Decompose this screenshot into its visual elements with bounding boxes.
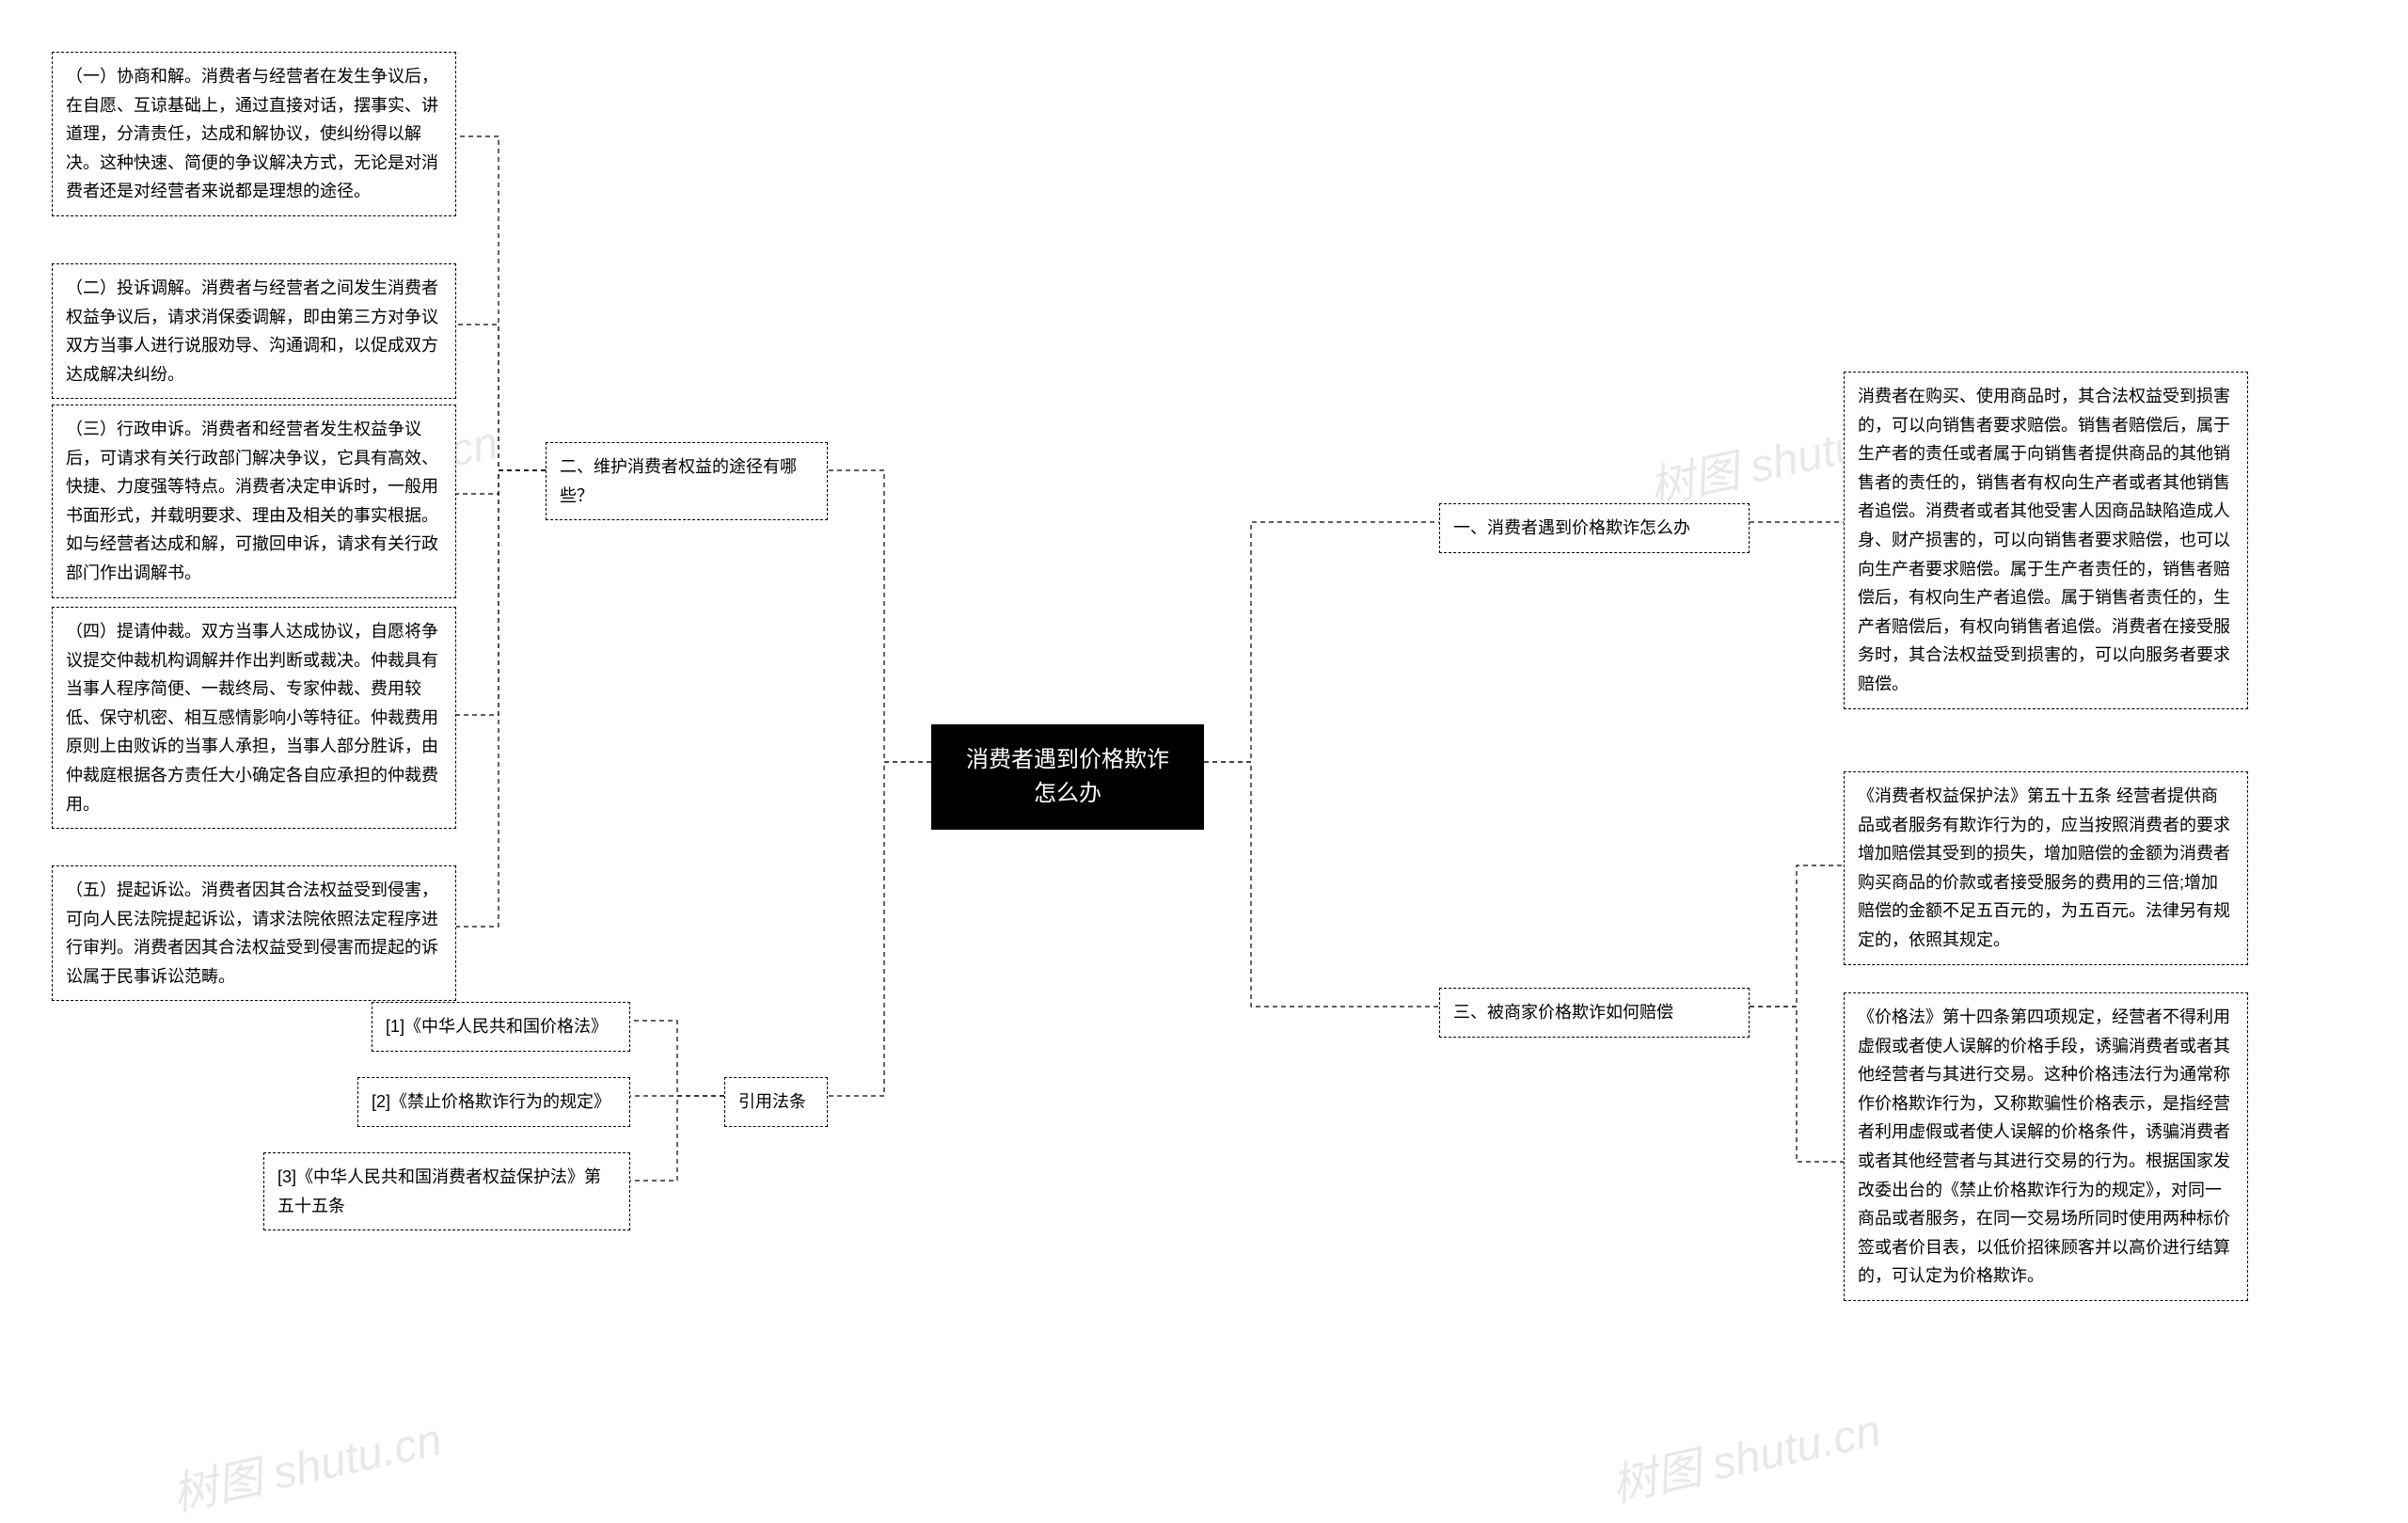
branch-2-leaf-2-text: （三）行政申诉。消费者和经营者发生权益争议后，可请求有关行政部门解决争议，它具有… [66, 420, 438, 582]
root-node: 消费者遇到价格欺诈怎么办 [931, 724, 1204, 830]
branch-3-label: 三、被商家价格欺诈如何赔偿 [1453, 1003, 1673, 1022]
branch-3-leaf-0-text: 《消费者权益保护法》第五十五条 经营者提供商品或者服务有欺诈行为的，应当按照消费… [1858, 786, 2230, 949]
branch-4-leaf-2: [3]《中华人民共和国消费者权益保护法》第五十五条 [263, 1152, 630, 1230]
branch-4-leaf-0: [1]《中华人民共和国价格法》 [372, 1002, 630, 1052]
branch-2: 二、维护消费者权益的途径有哪些？ [546, 442, 828, 520]
branch-1-leaf: 消费者在购买、使用商品时，其合法权益受到损害的，可以向销售者要求赔偿。销售者赔偿… [1844, 372, 2248, 709]
branch-2-leaf-0: （一）协商和解。消费者与经营者在发生争议后，在自愿、互谅基础上，通过直接对话，摆… [52, 52, 456, 216]
root-label: 消费者遇到价格欺诈怎么办 [966, 747, 1169, 806]
branch-4: 引用法条 [724, 1077, 828, 1127]
branch-2-leaf-4-text: （五）提起诉讼。消费者因其合法权益受到侵害，可向人民法院提起诉讼，请求法院依照法… [66, 880, 438, 986]
branch-3-leaf-0: 《消费者权益保护法》第五十五条 经营者提供商品或者服务有欺诈行为的，应当按照消费… [1844, 771, 2248, 965]
branch-1-leaf-text: 消费者在购买、使用商品时，其合法权益受到损害的，可以向销售者要求赔偿。销售者赔偿… [1858, 387, 2230, 693]
branch-2-leaf-1: （二）投诉调解。消费者与经营者之间发生消费者权益争议后，请求消保委调解，即由第三… [52, 263, 456, 399]
watermark: 树图 shutu.cn [1605, 1393, 1886, 1515]
branch-2-leaf-2: （三）行政申诉。消费者和经营者发生权益争议后，可请求有关行政部门解决争议，它具有… [52, 405, 456, 598]
watermark: 树图 shutu.cn [166, 1403, 447, 1523]
branch-2-leaf-4: （五）提起诉讼。消费者因其合法权益受到侵害，可向人民法院提起诉讼，请求法院依照法… [52, 865, 456, 1001]
branch-1-label: 一、消费者遇到价格欺诈怎么办 [1453, 518, 1690, 537]
branch-3-leaf-1-text: 《价格法》第十四条第四项规定，经营者不得利用虚假或者使人误解的价格手段，诱骗消费… [1858, 1007, 2230, 1285]
branch-2-leaf-0-text: （一）协商和解。消费者与经营者在发生争议后，在自愿、互谅基础上，通过直接对话，摆… [66, 67, 438, 200]
branch-4-leaf-1-text: [2]《禁止价格欺诈行为的规定》 [372, 1092, 610, 1111]
branch-4-label: 引用法条 [738, 1092, 806, 1111]
branch-4-leaf-2-text: [3]《中华人民共和国消费者权益保护法》第五十五条 [277, 1167, 601, 1215]
branch-2-leaf-1-text: （二）投诉调解。消费者与经营者之间发生消费者权益争议后，请求消保委调解，即由第三… [66, 278, 438, 384]
branch-1: 一、消费者遇到价格欺诈怎么办 [1439, 503, 1750, 553]
branch-2-leaf-3-text: （四）提请仲裁。双方当事人达成协议，自愿将争议提交仲裁机构调解并作出判断或裁决。… [66, 622, 438, 814]
branch-4-leaf-1: [2]《禁止价格欺诈行为的规定》 [357, 1077, 630, 1127]
branch-2-leaf-3: （四）提请仲裁。双方当事人达成协议，自愿将争议提交仲裁机构调解并作出判断或裁决。… [52, 607, 456, 829]
branch-3-leaf-1: 《价格法》第十四条第四项规定，经营者不得利用虚假或者使人误解的价格手段，诱骗消费… [1844, 992, 2248, 1301]
branch-4-leaf-0-text: [1]《中华人民共和国价格法》 [386, 1017, 608, 1036]
branch-2-label: 二、维护消费者权益的途径有哪些？ [560, 457, 797, 505]
branch-3: 三、被商家价格欺诈如何赔偿 [1439, 988, 1750, 1038]
